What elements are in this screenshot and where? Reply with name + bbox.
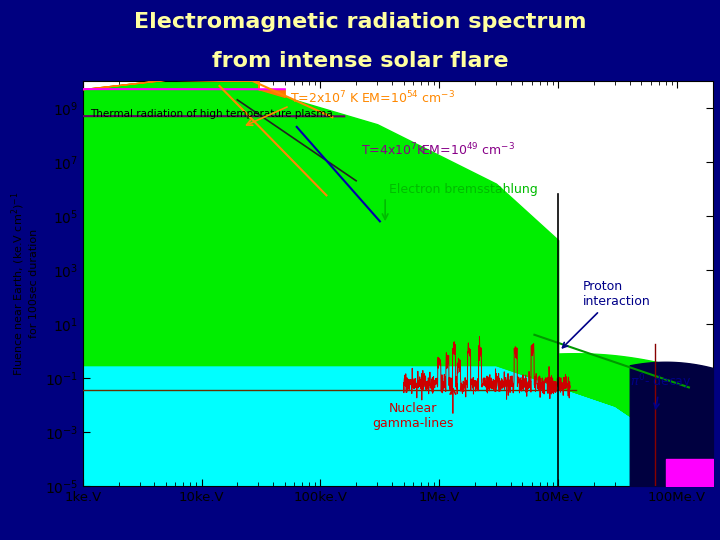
Text: Electron bremsstahlung: Electron bremsstahlung <box>390 183 538 196</box>
Text: EM=10$^{54}$ cm$^{-3}$: EM=10$^{54}$ cm$^{-3}$ <box>361 90 455 106</box>
Text: Electromagnetic radiation spectrum: Electromagnetic radiation spectrum <box>134 12 586 32</box>
Text: Thermal radiation of high temperature plasma: Thermal radiation of high temperature pl… <box>90 110 333 119</box>
Text: $\pi^0$- decay: $\pi^0$- decay <box>630 372 691 409</box>
Text: from intense solar flare: from intense solar flare <box>212 51 508 71</box>
Text: Nuclear
gamma-lines: Nuclear gamma-lines <box>372 402 454 430</box>
Text: EM=10$^{49}$ cm$^{-3}$: EM=10$^{49}$ cm$^{-3}$ <box>421 141 515 158</box>
Text: T=4x10$^7$K: T=4x10$^7$K <box>361 141 427 158</box>
Text: Proton
interaction: Proton interaction <box>562 280 650 348</box>
Text: T=2x10$^7$ K: T=2x10$^7$ K <box>289 90 359 106</box>
Y-axis label: Fluence near Earth, (ke.V cm$^2$)$^{-1}$
for 100sec duration: Fluence near Earth, (ke.V cm$^2$)$^{-1}$… <box>10 191 39 376</box>
